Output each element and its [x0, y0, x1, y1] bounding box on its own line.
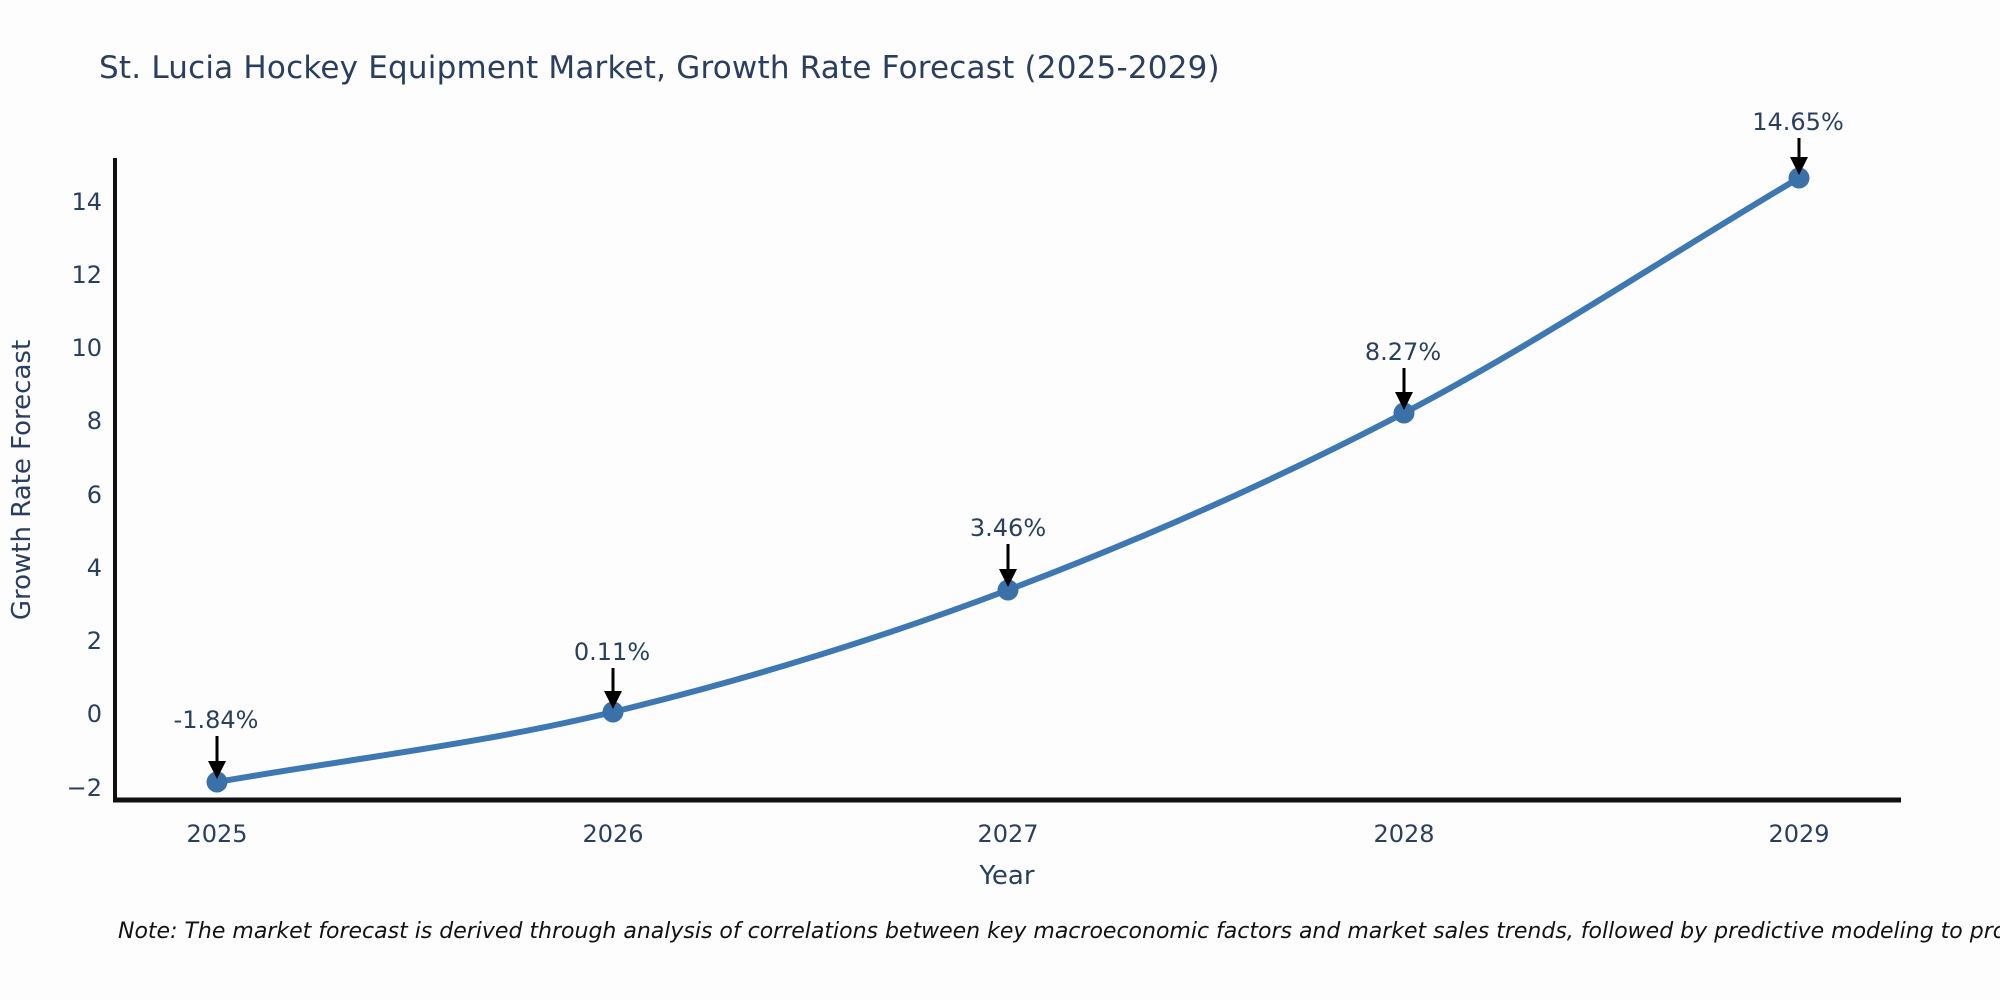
- y-axis-title: Growth Rate Forecast: [7, 340, 37, 620]
- y-tick-label: 14: [71, 188, 102, 216]
- y-tick-label: −2: [67, 774, 102, 802]
- y-tick-label: 0: [87, 700, 102, 728]
- forecast-line: [214, 175, 1802, 785]
- y-tick-label: 4: [87, 554, 102, 582]
- annotation-arrows: [215, 138, 1801, 763]
- annotation-arrowheads: [208, 157, 1808, 779]
- x-tick-label: 2025: [186, 820, 247, 848]
- y-tick-label: 6: [87, 481, 102, 509]
- point-value-label: 0.11%: [574, 638, 650, 666]
- y-tick-label: 12: [71, 261, 102, 289]
- chart-title: St. Lucia Hockey Equipment Market, Growt…: [99, 50, 1220, 86]
- data-point-2026: [602, 701, 624, 723]
- x-tick-label: 2029: [1768, 820, 1829, 848]
- point-value-label: 8.27%: [1365, 338, 1441, 366]
- methodology-note: Note: The market forecast is derived thr…: [118, 919, 2000, 944]
- point-value-label: 14.65%: [1752, 108, 1844, 136]
- data-point-2027: [997, 579, 1019, 601]
- x-tick-label: 2026: [582, 820, 643, 848]
- point-value-label: 3.46%: [970, 514, 1046, 542]
- data-point-2029: [1788, 167, 1810, 189]
- point-value-label: -1.84%: [174, 706, 259, 734]
- x-tick-label: 2027: [977, 820, 1038, 848]
- x-tick-label: 2028: [1373, 820, 1434, 848]
- x-axis-title: Year: [978, 861, 1034, 891]
- y-tick-label: 2: [87, 627, 102, 655]
- y-tick-label: 8: [87, 407, 102, 435]
- data-point-2025: [206, 771, 228, 793]
- y-tick-label: 10: [71, 334, 102, 362]
- data-point-2028: [1393, 402, 1415, 424]
